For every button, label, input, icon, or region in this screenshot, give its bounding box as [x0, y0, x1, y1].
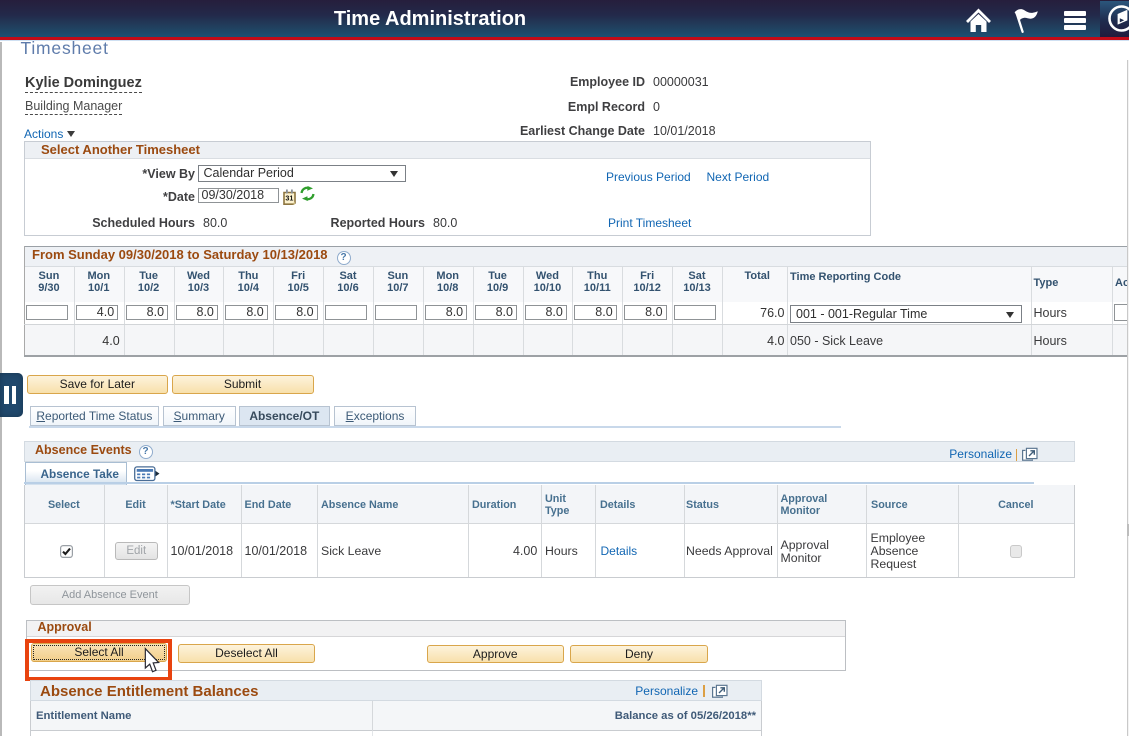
- svg-text:31: 31: [285, 193, 293, 202]
